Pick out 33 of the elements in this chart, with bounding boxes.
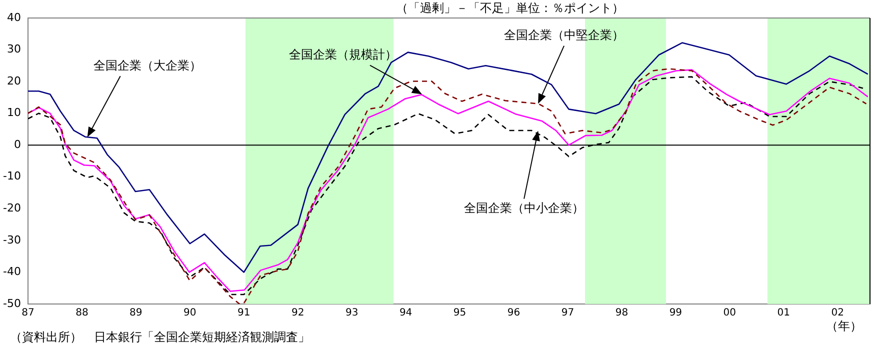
x-tick-label: 97 [561,308,574,319]
y-tick-label: 10 [6,106,21,120]
x-tick-label: 88 [76,308,88,319]
annotation: 全国企業（中小企業） [464,200,584,215]
y-tick-label: 30 [6,42,21,56]
text: （資料出所） 日本銀行「全国企業短期経済観測調査」 [10,330,310,344]
x-tick-label: 99 [669,308,682,319]
x-tick-label: 02 [831,308,844,319]
x-tick-label: 87 [22,308,34,319]
x-tick-label: 01 [777,308,790,319]
x-tick-label: 94 [399,308,412,319]
y-tick-label: -20 [3,202,21,215]
y-tick-label: -10 [3,170,21,183]
x-tick-label: 90 [184,308,196,319]
x-tick-label: 98 [615,308,628,319]
x-tick-label: 96 [507,308,520,319]
annotation: 全国企業（規模計） [288,47,397,62]
y-tick-label: 40 [6,10,21,24]
y-tick-label: -40 [3,265,21,278]
y-tick-label: 20 [6,74,21,88]
x-axis-title: （年） [826,319,862,334]
x-tick-label: 91 [238,308,250,319]
y-tick-label: -50 [3,296,21,310]
x-tick-label: 89 [130,308,142,319]
x-tick-label: 93 [345,308,358,319]
x-tick-label: 95 [453,308,466,319]
chart-subtitle: （「過剰」－「不足」単位：％ポイント） [396,1,624,16]
y-tick-label: -30 [3,233,21,246]
annotation: 全国企業（大企業） [93,58,202,72]
x-tick-label: 00 [723,308,736,319]
x-tick-label: 92 [291,308,304,319]
annotation: 全国企業（中堅企業） [504,28,624,42]
y-tick-label: 0 [14,138,21,151]
